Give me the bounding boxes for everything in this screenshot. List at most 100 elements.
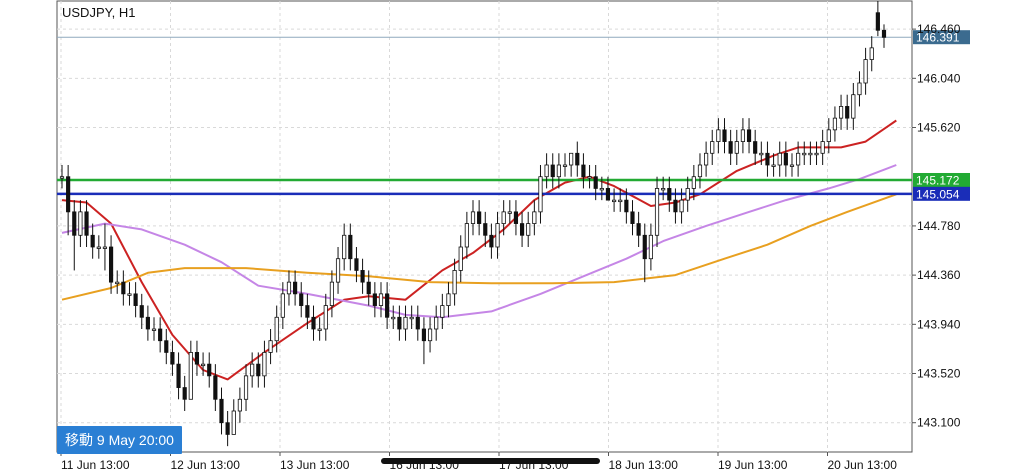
candle-body — [464, 223, 469, 248]
candle — [213, 364, 218, 411]
y-tick-label: 146.460 — [917, 22, 961, 36]
candle — [409, 305, 414, 329]
candle — [753, 129, 758, 165]
candle — [280, 282, 285, 329]
candle — [624, 188, 629, 224]
candle — [317, 317, 322, 341]
candle — [765, 141, 770, 177]
candle — [102, 223, 108, 271]
candle — [538, 165, 543, 224]
candle-body — [90, 234, 95, 248]
candle-body — [679, 199, 684, 213]
candle — [483, 211, 488, 247]
candle-body — [256, 363, 261, 377]
candle-body — [213, 375, 218, 400]
navigation-badge[interactable]: 移動 9 May 20:00 — [57, 426, 182, 454]
candle — [335, 247, 341, 294]
candle-body — [728, 141, 733, 154]
candle-body — [139, 305, 144, 318]
candle — [311, 305, 316, 341]
candle — [759, 141, 764, 165]
candle-body — [691, 176, 696, 189]
candle-body — [501, 211, 506, 224]
candle — [59, 165, 65, 189]
candle-body — [802, 152, 807, 156]
candle-body — [415, 316, 420, 330]
candle — [826, 118, 831, 154]
level-tag: 145.054 — [913, 186, 970, 201]
candle-body — [581, 164, 586, 178]
x-tick-label: 20 Jun 13:00 — [828, 458, 898, 472]
candle — [777, 141, 782, 177]
candle-body — [513, 211, 519, 224]
candle — [348, 223, 353, 271]
candle — [857, 71, 862, 107]
candle — [243, 364, 249, 411]
candle-body — [66, 176, 71, 213]
candle-body — [366, 281, 371, 295]
x-tick-label: 12 Jun 13:00 — [171, 458, 241, 472]
candle — [814, 141, 819, 165]
y-tick-label: 145.620 — [917, 121, 961, 135]
candle — [133, 282, 138, 318]
candle — [286, 270, 292, 306]
candle — [575, 141, 580, 177]
candle — [293, 270, 298, 306]
candle — [881, 24, 887, 48]
candle — [667, 176, 672, 212]
candle-body — [796, 152, 801, 166]
candle-body — [201, 363, 206, 367]
candle — [526, 211, 531, 247]
candle — [740, 118, 745, 154]
candle-body — [575, 152, 580, 166]
level-tag-text: 145.172 — [916, 173, 960, 187]
candle-body — [176, 363, 181, 388]
candle-body — [96, 246, 101, 249]
candle-body — [587, 176, 592, 179]
candle — [329, 270, 334, 318]
candle — [802, 141, 807, 165]
candle — [96, 235, 101, 259]
candle-body — [869, 47, 874, 60]
candle-body — [305, 305, 310, 318]
candle-body — [329, 281, 334, 306]
candle — [90, 223, 95, 259]
current-price-tag: 146.391 — [913, 30, 970, 45]
candle — [612, 188, 617, 212]
candle — [796, 141, 801, 177]
candle — [378, 282, 384, 318]
horizontal-scrollbar[interactable] — [381, 458, 600, 464]
candle — [863, 47, 868, 95]
candle-body — [569, 152, 574, 166]
candle — [673, 188, 678, 224]
candle — [697, 153, 703, 189]
candle — [194, 340, 200, 376]
candle-body — [280, 293, 285, 318]
candle — [299, 282, 304, 318]
candle — [550, 153, 555, 189]
candle — [145, 305, 150, 341]
candle-body — [470, 211, 476, 224]
candle — [403, 305, 408, 341]
candle-body — [182, 387, 187, 400]
candle — [501, 200, 506, 236]
candle — [845, 94, 850, 130]
candle-body — [84, 211, 89, 236]
candle — [446, 282, 451, 318]
candle-body — [519, 223, 525, 236]
candle — [489, 223, 494, 259]
candle-body — [360, 270, 365, 283]
y-tick-label: 143.940 — [917, 317, 961, 331]
candle — [661, 176, 666, 201]
candle — [108, 235, 114, 294]
candle-body — [777, 152, 782, 166]
candle — [587, 165, 592, 189]
candle — [164, 329, 169, 365]
candle-body — [477, 211, 482, 224]
candle-body — [78, 211, 83, 236]
candle — [360, 258, 365, 294]
candle-body — [342, 234, 347, 260]
candle — [642, 223, 647, 283]
